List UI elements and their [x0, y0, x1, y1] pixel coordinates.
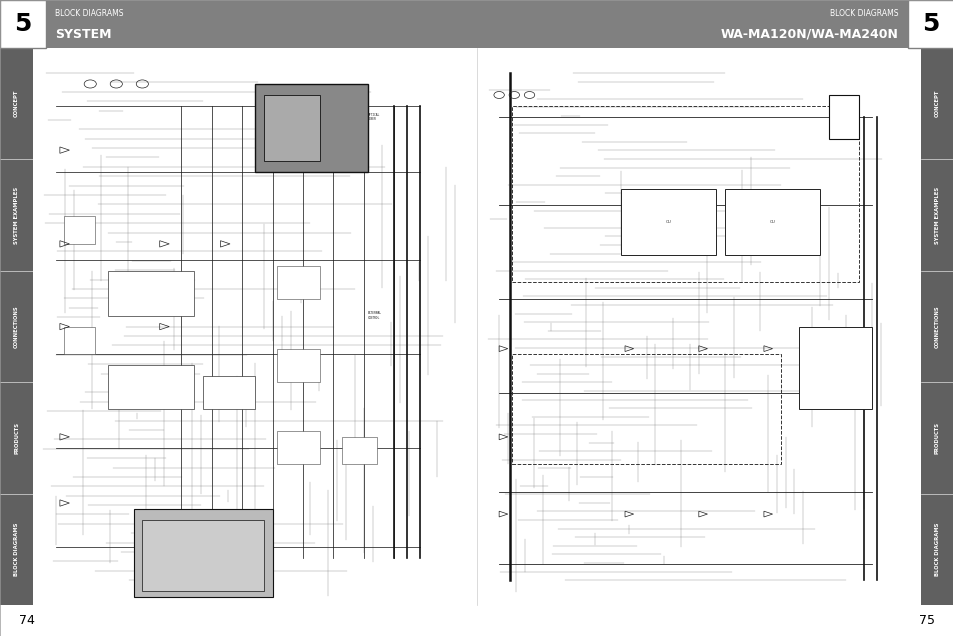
- Text: BLOCK DIAGRAMS: BLOCK DIAGRAMS: [829, 9, 898, 18]
- Bar: [108, 272, 194, 315]
- Bar: [203, 377, 255, 410]
- Bar: [276, 431, 320, 464]
- Text: 75: 75: [918, 614, 934, 627]
- Bar: [142, 520, 264, 591]
- Bar: [264, 95, 320, 161]
- Bar: [620, 189, 716, 255]
- Text: SYSTEM EXAMPLES: SYSTEM EXAMPLES: [934, 186, 939, 244]
- Bar: [341, 437, 376, 464]
- Bar: [0, 0, 46, 48]
- Bar: [0, 48, 33, 605]
- Text: BLOCK DIAGRAMS: BLOCK DIAGRAMS: [55, 9, 124, 18]
- Text: PRODUCTS: PRODUCTS: [14, 422, 19, 454]
- Text: CONCEPT: CONCEPT: [934, 90, 939, 117]
- Text: BLOCK DIAGRAMS: BLOCK DIAGRAMS: [14, 523, 19, 576]
- Bar: [828, 95, 859, 139]
- Bar: [512, 106, 859, 282]
- Bar: [255, 84, 368, 172]
- Bar: [64, 216, 94, 244]
- Bar: [724, 189, 820, 255]
- Bar: [276, 266, 320, 299]
- Text: OPTICAL
FIBER: OPTICAL FIBER: [368, 113, 380, 121]
- Bar: [133, 509, 273, 597]
- Bar: [108, 365, 194, 410]
- Text: CONNECTIONS: CONNECTIONS: [934, 305, 939, 348]
- Text: 5: 5: [14, 12, 31, 36]
- Bar: [64, 327, 94, 354]
- Bar: [276, 349, 320, 382]
- Text: CONNECTIONS: CONNECTIONS: [14, 305, 19, 348]
- Bar: [920, 48, 953, 605]
- Text: 5: 5: [922, 12, 939, 36]
- Text: CU: CU: [769, 220, 775, 224]
- Text: 74: 74: [19, 614, 35, 627]
- Bar: [512, 354, 781, 464]
- Bar: [907, 0, 953, 48]
- Bar: [0, 0, 953, 48]
- Text: CU: CU: [665, 220, 671, 224]
- Text: PRODUCTS: PRODUCTS: [934, 422, 939, 454]
- Text: EXTERNAL
CONTROL: EXTERNAL CONTROL: [368, 311, 381, 320]
- Text: SYSTEM EXAMPLES: SYSTEM EXAMPLES: [14, 186, 19, 244]
- Text: BLOCK DIAGRAMS: BLOCK DIAGRAMS: [934, 523, 939, 576]
- Bar: [798, 327, 871, 410]
- Text: WA-MA120N/WA-MA240N: WA-MA120N/WA-MA240N: [720, 28, 898, 41]
- Text: CONCEPT: CONCEPT: [14, 90, 19, 117]
- Text: SYSTEM: SYSTEM: [55, 28, 112, 41]
